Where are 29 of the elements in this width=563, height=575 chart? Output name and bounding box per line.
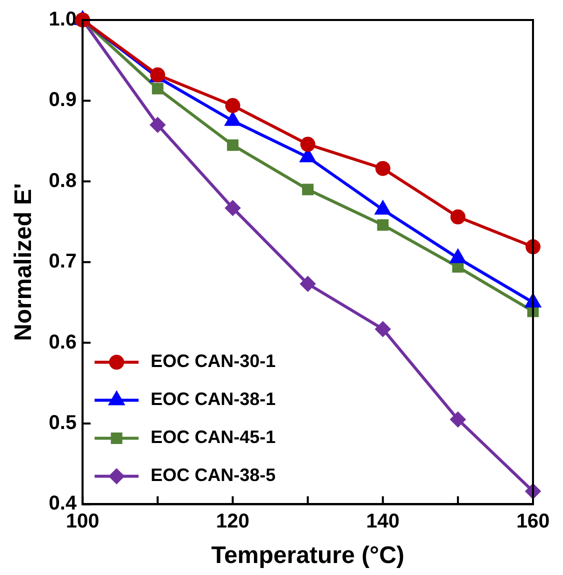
legend-label: EOC CAN-30-1 (150, 351, 276, 372)
y-tick-label: 1.0 (48, 8, 77, 31)
point (450, 209, 466, 224)
x-tick-label: 160 (516, 510, 550, 533)
point (150, 117, 166, 132)
x-tick-label: 120 (216, 510, 250, 533)
point (225, 98, 240, 114)
point (152, 82, 164, 94)
point (377, 219, 389, 231)
point (375, 160, 390, 176)
y-tick-label: 0.9 (48, 89, 77, 112)
y-tick-label: 0.7 (48, 250, 77, 273)
point (300, 276, 316, 292)
legend-label: EOC CAN-38-1 (150, 389, 276, 410)
y-tick-label: 0.6 (48, 331, 77, 354)
point (300, 136, 316, 152)
point (226, 139, 238, 151)
y-tick-label: 0.5 (48, 412, 77, 434)
point (450, 250, 466, 264)
legend-label: EOC CAN-45-1 (150, 427, 276, 448)
point (225, 200, 240, 216)
point (375, 322, 390, 337)
y-axis-title: Normalized E' (10, 183, 38, 341)
x-tick-label: 140 (366, 510, 400, 533)
legend-label: EOC CAN-38-5 (150, 465, 276, 486)
point (450, 412, 466, 427)
point (302, 184, 314, 196)
x-axis-title: Temperature (°C) (211, 542, 404, 570)
y-tick-label: 0.8 (48, 170, 77, 192)
